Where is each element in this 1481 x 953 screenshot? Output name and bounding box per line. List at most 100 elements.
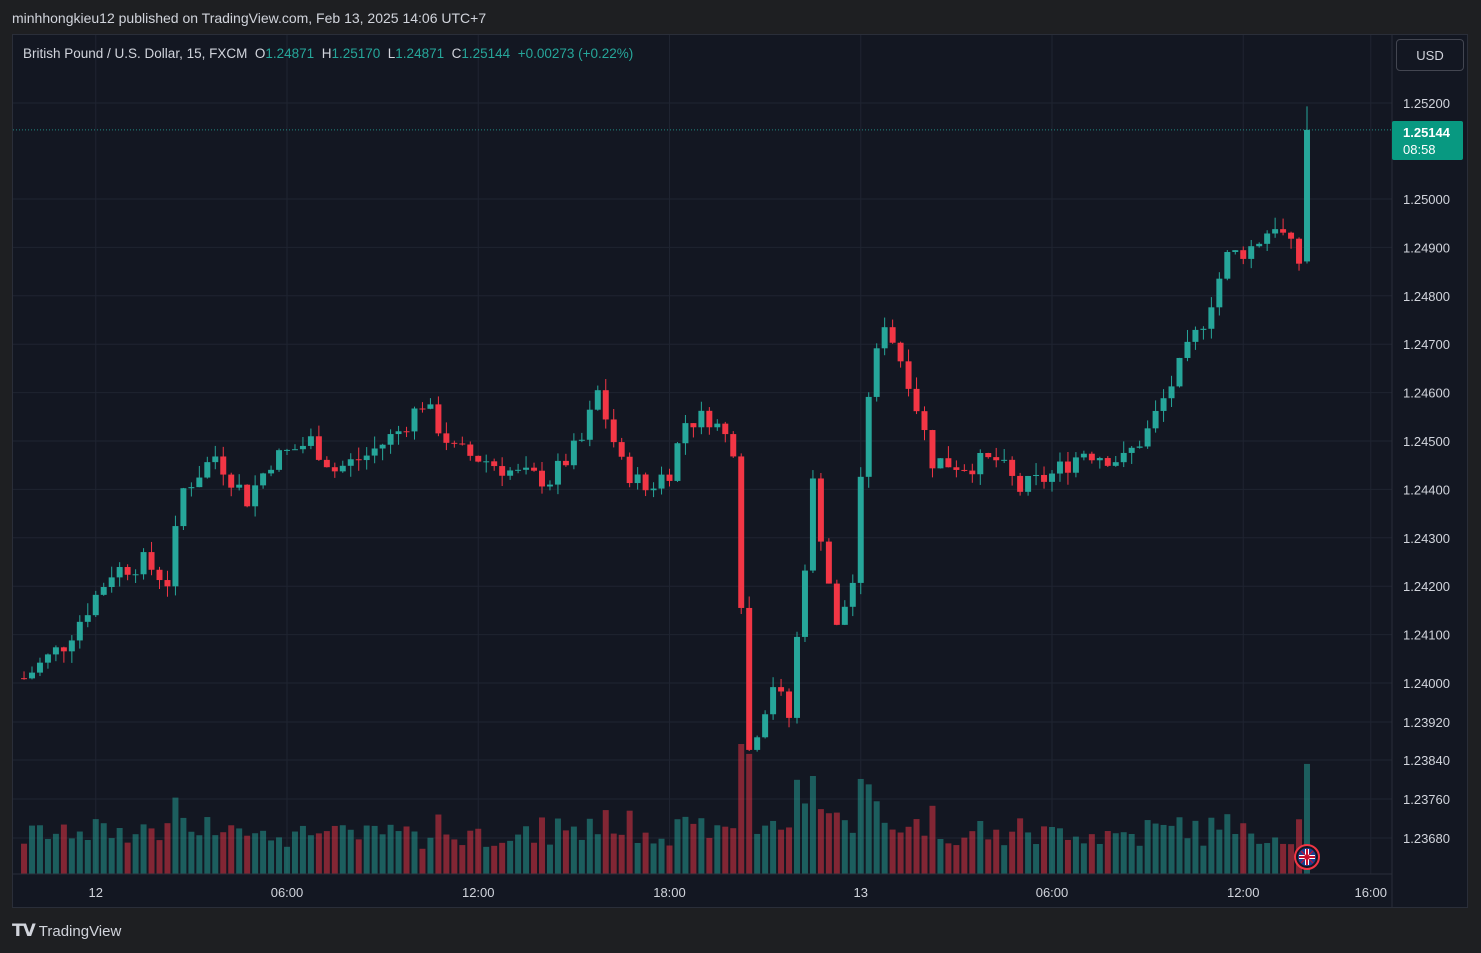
volume-bar xyxy=(618,834,625,874)
ohlc-legend: British Pound / U.S. Dollar, 15, FXCM O 1… xyxy=(23,46,633,61)
volume-bar xyxy=(148,828,155,874)
candle-body xyxy=(1096,458,1103,461)
volume-bar xyxy=(562,830,569,874)
candle-body xyxy=(794,636,800,718)
x-tick-label: 12:00 xyxy=(462,885,495,900)
volume-bar xyxy=(1296,819,1303,874)
volume-bar xyxy=(84,839,91,874)
volume-bar xyxy=(730,828,737,874)
x-tick-label: 16:00 xyxy=(1354,885,1387,900)
candle-body xyxy=(435,404,442,434)
candle-body xyxy=(985,452,992,458)
volume-bar xyxy=(586,818,593,874)
volume-bar xyxy=(570,826,577,874)
volume-bar xyxy=(1152,823,1159,874)
y-tick-label: 1.24600 xyxy=(1403,386,1450,401)
volume-bar xyxy=(1025,832,1032,874)
candle-body xyxy=(29,672,35,679)
volume-bar xyxy=(467,830,474,874)
volume-bar xyxy=(459,845,466,874)
candle-body xyxy=(562,460,569,466)
candle-body xyxy=(1224,252,1231,279)
volume-bar xyxy=(188,831,195,874)
open-label: O xyxy=(254,46,266,61)
volume-bar xyxy=(156,840,163,874)
x-tick-label: 18:00 xyxy=(653,885,686,900)
volume-bar xyxy=(371,825,378,874)
volume-bar xyxy=(539,817,545,874)
candle-body xyxy=(323,459,330,468)
footer-brand[interactable]: 𝗧𝗩 TradingView xyxy=(12,921,121,941)
volume-bar xyxy=(443,834,450,874)
volume-bar xyxy=(921,835,928,874)
candle-body xyxy=(1104,458,1111,466)
volume-bar xyxy=(873,801,880,874)
volume-bar xyxy=(108,838,115,874)
candle-body xyxy=(1112,462,1119,466)
volume-bar xyxy=(1216,829,1223,874)
volume-bar xyxy=(1001,845,1008,874)
volume-bar xyxy=(953,845,960,874)
last-price-tag: 1.25144 08:58 xyxy=(1392,121,1463,160)
volume-bar xyxy=(124,842,131,874)
candle-body xyxy=(475,455,482,462)
candle-body xyxy=(379,444,386,449)
volume-bar xyxy=(682,816,689,874)
volume-bar xyxy=(825,813,832,874)
volume-bar xyxy=(626,810,633,874)
candle-body xyxy=(913,388,920,412)
y-tick-label: 1.24100 xyxy=(1403,628,1450,643)
volume-bar xyxy=(969,831,976,874)
candle-body xyxy=(236,484,243,488)
candle-body xyxy=(786,691,793,718)
candle-body xyxy=(483,461,490,463)
candle-body xyxy=(467,444,474,456)
volume-bar xyxy=(387,824,394,874)
volume-bar xyxy=(1104,831,1111,874)
candle-body xyxy=(1296,238,1303,264)
candle-body xyxy=(993,457,1000,461)
candle-body xyxy=(937,458,944,469)
candle-body xyxy=(546,484,553,487)
volume-bar xyxy=(1280,843,1287,874)
volume-bar xyxy=(1256,843,1263,874)
low-value: 1.24871 xyxy=(395,46,445,61)
volume-bar xyxy=(323,831,330,874)
candle-body xyxy=(124,567,131,575)
candle-body xyxy=(1160,398,1167,411)
volume-bar xyxy=(363,825,370,874)
x-tick-label: 12:00 xyxy=(1227,885,1260,900)
candle-body xyxy=(395,431,402,435)
candle-body xyxy=(1192,329,1199,342)
volume-bar xyxy=(1056,828,1063,874)
candle-body xyxy=(212,456,219,463)
candle-body xyxy=(411,408,418,432)
candle-body xyxy=(1216,278,1223,308)
volume-bar xyxy=(778,829,785,874)
candle-body xyxy=(881,327,888,349)
volume-bar xyxy=(379,834,386,874)
y-tick-label: 1.24000 xyxy=(1403,676,1450,691)
candle-body xyxy=(1264,233,1271,244)
candle-body xyxy=(539,470,545,487)
volume-bar xyxy=(140,824,147,874)
candle-body xyxy=(84,615,91,622)
symbol-name[interactable]: British Pound / U.S. Dollar, 15, FXCM xyxy=(23,46,248,61)
volume-bar xyxy=(1160,824,1167,874)
candle-body xyxy=(1001,459,1008,461)
volume-bar xyxy=(666,845,673,874)
y-tick-label: 1.25000 xyxy=(1403,192,1450,207)
candle-body xyxy=(889,327,896,343)
candle-body xyxy=(841,606,848,625)
volume-bar xyxy=(435,814,442,874)
candle-body xyxy=(355,459,362,461)
currency-button[interactable]: USD xyxy=(1396,39,1464,71)
candle-body xyxy=(961,469,968,471)
candle-body xyxy=(1288,232,1295,239)
y-tick-label: 1.23760 xyxy=(1403,792,1450,807)
volume-bar xyxy=(770,820,777,874)
x-tick-label: 12 xyxy=(89,885,103,900)
volume-bar xyxy=(1176,817,1183,874)
candle-body xyxy=(299,445,306,450)
